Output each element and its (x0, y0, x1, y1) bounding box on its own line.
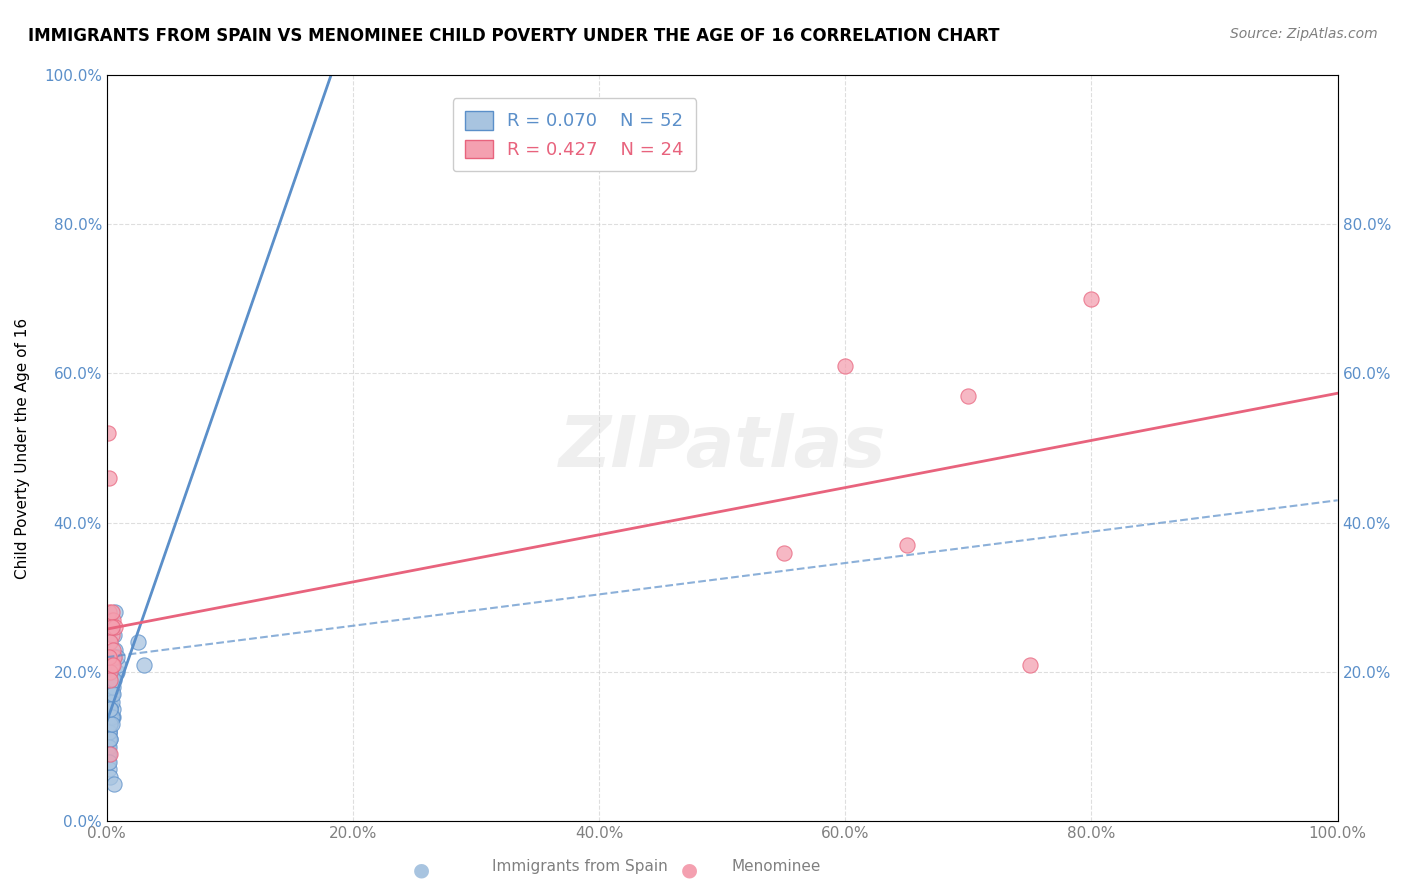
Text: Immigrants from Spain: Immigrants from Spain (492, 859, 668, 874)
Point (100, 688, 122, 702)
Point (107, 657, 129, 672)
Point (100, 732, 122, 747)
Point (98, 724, 121, 739)
Point (101, 710, 124, 724)
Point (100, 688, 122, 702)
Point (97, 425, 120, 440)
Text: ●: ● (681, 860, 697, 880)
Point (101, 680, 124, 694)
Point (896, 538, 918, 552)
Point (104, 642, 127, 657)
Text: Menominee: Menominee (731, 859, 821, 874)
Point (100, 680, 122, 694)
Point (1080, 292, 1102, 306)
Point (98, 680, 121, 694)
Point (100, 620, 122, 634)
Point (100, 620, 122, 634)
Point (100, 702, 122, 716)
Point (98, 695, 121, 709)
Point (105, 665, 128, 679)
Point (101, 673, 124, 687)
Point (100, 717, 122, 731)
Point (100, 770, 122, 784)
Point (100, 710, 122, 724)
Point (100, 717, 122, 731)
Point (97, 755, 120, 769)
Point (1019, 657, 1042, 672)
Text: IMMIGRANTS FROM SPAIN VS MENOMINEE CHILD POVERTY UNDER THE AGE OF 16 CORRELATION: IMMIGRANTS FROM SPAIN VS MENOMINEE CHILD… (28, 27, 1000, 45)
Point (100, 710, 122, 724)
Point (100, 702, 122, 716)
Point (100, 702, 122, 716)
Point (98, 724, 121, 739)
Point (100, 665, 122, 679)
Point (101, 657, 124, 672)
Point (100, 613, 122, 627)
Point (98, 732, 121, 747)
Point (98, 762, 121, 776)
Text: ●: ● (413, 860, 430, 880)
Point (98, 605, 121, 619)
Point (957, 389, 980, 403)
Point (100, 673, 122, 687)
Point (103, 777, 125, 791)
Point (98, 755, 121, 769)
Point (772, 545, 794, 559)
Point (100, 635, 122, 649)
Point (98, 739, 121, 754)
Point (100, 747, 122, 762)
Point (100, 732, 122, 747)
Point (100, 717, 122, 731)
Point (105, 650, 128, 665)
Point (103, 673, 125, 687)
Point (834, 359, 856, 373)
Point (98, 471, 121, 485)
Text: ZIPatlas: ZIPatlas (558, 414, 886, 483)
Point (100, 628, 122, 642)
Point (97, 739, 120, 754)
Y-axis label: Child Poverty Under the Age of 16: Child Poverty Under the Age of 16 (15, 318, 30, 579)
Legend: R = 0.070    N = 52, R = 0.427    N = 24: R = 0.070 N = 52, R = 0.427 N = 24 (453, 98, 696, 171)
Point (103, 650, 125, 665)
Point (100, 695, 122, 709)
Point (101, 613, 124, 627)
Point (98, 747, 121, 762)
Point (98, 717, 121, 731)
Point (101, 688, 124, 702)
Point (103, 650, 125, 665)
Point (98, 650, 121, 665)
Point (100, 605, 122, 619)
Point (100, 673, 122, 687)
Point (101, 702, 124, 716)
Point (98, 665, 121, 679)
Point (98, 724, 121, 739)
Point (100, 695, 122, 709)
Point (97, 650, 120, 665)
Point (127, 635, 149, 649)
Point (100, 710, 122, 724)
Point (104, 620, 127, 634)
Point (97, 747, 120, 762)
Point (104, 605, 127, 619)
Point (101, 642, 124, 657)
Point (97, 717, 120, 731)
Point (103, 628, 125, 642)
Point (100, 657, 122, 672)
Text: Source: ZipAtlas.com: Source: ZipAtlas.com (1230, 27, 1378, 41)
Point (132, 657, 155, 672)
